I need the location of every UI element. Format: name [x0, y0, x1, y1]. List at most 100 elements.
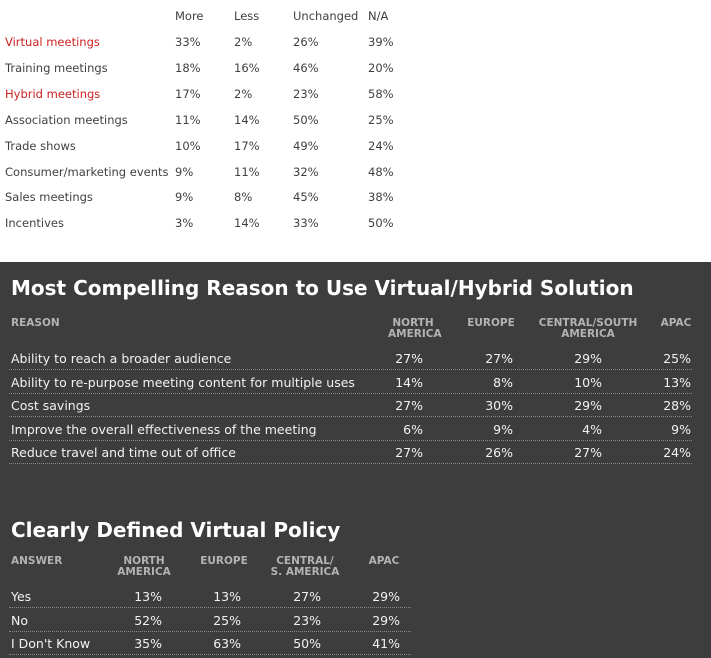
value-cell: 27% — [395, 398, 423, 413]
value-cell: 28% — [663, 398, 691, 413]
value-cell: 25% — [663, 351, 691, 366]
value-cell: 25% — [368, 112, 394, 127]
value-cell: 8% — [234, 190, 253, 205]
value-cell: 8% — [493, 374, 513, 390]
value-cell: 50% — [368, 216, 394, 231]
value-cell: 9% — [671, 421, 691, 437]
row-label: Training meetings — [5, 60, 108, 75]
row-label: I Don't Know — [11, 636, 91, 651]
value-cell: 23% — [293, 612, 321, 628]
value-cell: 29% — [574, 398, 602, 413]
value-cell: 27% — [574, 445, 602, 460]
row-label: Hybrid meetings — [5, 86, 101, 101]
value-cell: 14% — [395, 374, 423, 390]
value-cell: 49% — [293, 138, 319, 153]
value-cell: 33% — [293, 216, 319, 231]
column-header: More — [175, 9, 204, 23]
value-cell: 29% — [372, 612, 400, 628]
value-cell: 11% — [234, 164, 260, 179]
row-label: Ability to reach a broader audience — [11, 351, 232, 366]
row-divider — [9, 439, 692, 441]
value-cell: 27% — [485, 351, 513, 366]
value-cell: 35% — [134, 636, 162, 651]
column-header: AMERICA — [117, 566, 171, 578]
value-cell: 38% — [368, 190, 394, 205]
value-cell: 18% — [175, 60, 201, 75]
column-header: AMERICA — [388, 328, 442, 340]
column-header: APAC — [660, 317, 692, 329]
policy-table-title: Clearly Defined Virtual Policy — [11, 518, 341, 542]
value-cell: 13% — [213, 589, 241, 604]
column-header: ANSWER — [11, 555, 63, 567]
value-cell: 9% — [493, 421, 513, 437]
column-header: AMERICA — [561, 328, 615, 340]
row-label: Association meetings — [5, 112, 128, 127]
value-cell: 50% — [293, 636, 321, 651]
row-label: Cost savings — [11, 398, 91, 413]
column-header: EUROPE — [467, 317, 515, 329]
row-label: No — [11, 612, 28, 628]
value-cell: 50% — [293, 112, 319, 127]
value-cell: 26% — [485, 445, 513, 460]
column-header: S. AMERICA — [270, 566, 340, 578]
value-cell: 17% — [175, 86, 201, 101]
value-cell: 41% — [372, 636, 400, 651]
row-divider — [9, 416, 692, 417]
value-cell: 30% — [485, 398, 513, 413]
row-label: Consumer/marketing events — [5, 164, 169, 179]
column-header: CENTRAL/SOUTH — [538, 317, 638, 329]
value-cell: 52% — [134, 612, 162, 628]
value-cell: 11% — [175, 112, 201, 127]
row-label: Virtual meetings — [5, 35, 100, 49]
row-label: Yes — [11, 589, 32, 604]
row-label: Trade shows — [5, 138, 76, 153]
column-header: Unchanged — [293, 9, 359, 23]
value-cell: 45% — [293, 190, 319, 205]
value-cell: 24% — [663, 445, 691, 460]
value-cell: 25% — [213, 612, 241, 628]
value-cell: 13% — [663, 374, 691, 390]
column-header: Less — [234, 9, 260, 23]
value-cell: 33% — [175, 35, 201, 49]
value-cell: 29% — [372, 589, 400, 604]
row-divider — [9, 369, 692, 370]
meeting-change-table: More Less Unchanged N/A Virtual meetings 33% 2… — [0, 0, 711, 262]
value-cell: 14% — [234, 216, 260, 231]
row-divider — [9, 630, 411, 632]
value-cell: 23% — [293, 86, 319, 101]
reason-table-title: Most Compelling Reason to Use Virtual/Hy… — [11, 276, 634, 300]
column-header: NORTH — [123, 555, 165, 567]
row-label: Sales meetings — [5, 190, 93, 205]
value-cell: 39% — [368, 35, 394, 49]
value-cell: 3% — [175, 216, 194, 231]
value-cell: 27% — [395, 351, 423, 366]
value-cell: 24% — [368, 138, 394, 153]
column-header: CENTRAL/ — [276, 555, 334, 567]
value-cell: 2% — [234, 86, 253, 101]
column-header: N/A — [368, 9, 389, 23]
row-label: Reduce travel and time out of office — [11, 445, 236, 460]
dark-panel: Most Compelling Reason to Use Virtual/Hy… — [0, 262, 711, 658]
row-label: Improve the overall effectiveness of the… — [11, 421, 317, 437]
row-divider — [9, 392, 692, 394]
value-cell: 16% — [234, 60, 260, 75]
row-divider — [9, 463, 692, 464]
value-cell: 17% — [234, 138, 260, 153]
value-cell: 20% — [368, 60, 394, 75]
column-header: NORTH — [392, 317, 434, 329]
row-label: Ability to re-purpose meeting content fo… — [11, 374, 355, 390]
value-cell: 4% — [582, 421, 602, 437]
value-cell: 29% — [574, 351, 602, 366]
value-cell: 58% — [368, 86, 394, 101]
value-cell: 26% — [293, 35, 319, 49]
value-cell: 27% — [293, 589, 321, 604]
value-cell: 10% — [175, 138, 201, 153]
value-cell: 46% — [293, 60, 319, 75]
column-header: REASON — [11, 317, 60, 329]
value-cell: 2% — [234, 35, 253, 49]
row-label: Incentives — [5, 216, 64, 231]
value-cell: 14% — [234, 112, 260, 127]
value-cell: 9% — [175, 164, 194, 179]
value-cell: 27% — [395, 445, 423, 460]
column-header: APAC — [368, 555, 400, 567]
